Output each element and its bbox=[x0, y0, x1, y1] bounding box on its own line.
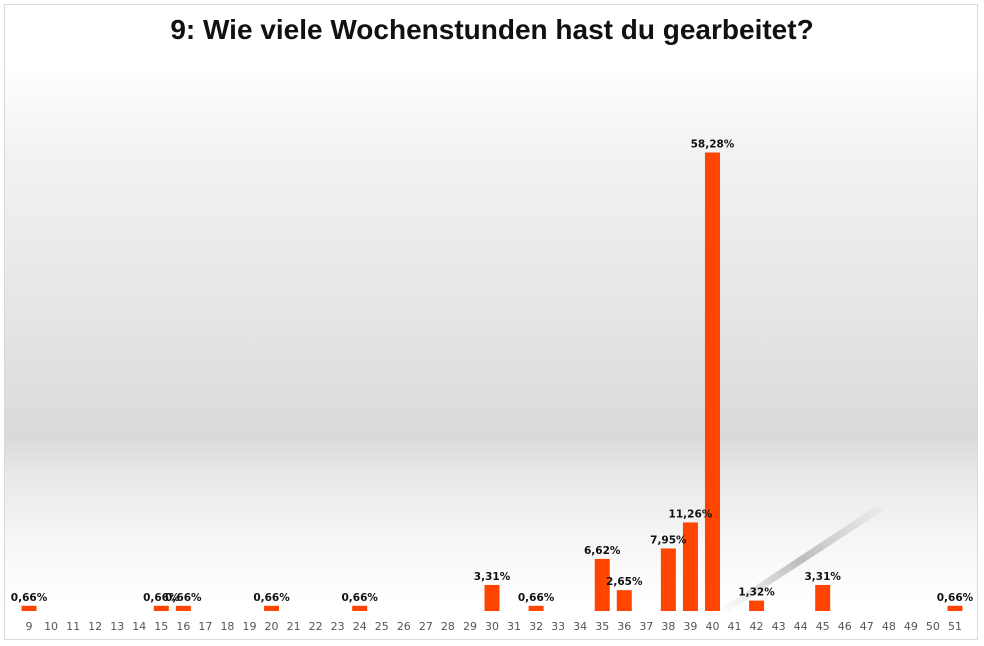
x-tick-label: 27 bbox=[419, 620, 433, 633]
bar-shadow bbox=[716, 506, 884, 612]
x-tick-label: 21 bbox=[287, 620, 301, 633]
x-tick-label: 11 bbox=[66, 620, 80, 633]
x-tick-label: 18 bbox=[220, 620, 234, 633]
x-axis-ticks: 9 10 11 12 13 14 15 16 17 18 19 20 21 22 23 24 25 26 27 28 2… bbox=[26, 620, 962, 633]
data-label: 6,62% bbox=[584, 545, 621, 557]
data-label: 2,65% bbox=[606, 576, 643, 588]
data-label: 58,28% bbox=[691, 139, 735, 151]
x-tick-label: 13 bbox=[110, 620, 124, 633]
data-label: 1,32% bbox=[738, 587, 775, 599]
bar-51 bbox=[947, 605, 963, 611]
data-label: 3,31% bbox=[804, 571, 841, 583]
x-tick-label: 20 bbox=[265, 620, 279, 633]
x-tick-label: 51 bbox=[948, 620, 962, 633]
x-tick-label: 37 bbox=[639, 620, 653, 633]
x-tick-label: 29 bbox=[463, 620, 477, 633]
data-label: 0,66% bbox=[11, 592, 48, 604]
x-tick-label: 25 bbox=[375, 620, 389, 633]
x-tick-label: 34 bbox=[573, 620, 587, 633]
bar-32 bbox=[528, 605, 544, 611]
bar-20 bbox=[264, 605, 280, 611]
data-label: 0,66% bbox=[518, 592, 555, 604]
x-tick-label: 10 bbox=[44, 620, 58, 633]
x-tick-label: 39 bbox=[683, 620, 697, 633]
x-tick-label: 41 bbox=[728, 620, 742, 633]
x-tick-label: 48 bbox=[882, 620, 896, 633]
bar-42 bbox=[749, 600, 765, 611]
x-tick-label: 15 bbox=[154, 620, 168, 633]
x-tick-label: 44 bbox=[794, 620, 808, 633]
x-tick-label: 30 bbox=[485, 620, 499, 633]
x-tick-label: 19 bbox=[242, 620, 256, 633]
data-label: 0,66% bbox=[143, 592, 180, 604]
x-tick-label: 38 bbox=[661, 620, 675, 633]
x-tick-label: 17 bbox=[198, 620, 212, 633]
bar-15 bbox=[153, 605, 169, 611]
x-tick-label: 24 bbox=[353, 620, 367, 633]
data-label: 0,66% bbox=[937, 592, 974, 604]
x-tick-label: 35 bbox=[595, 620, 609, 633]
x-tick-label: 46 bbox=[838, 620, 852, 633]
x-tick-label: 14 bbox=[132, 620, 146, 633]
x-tick-label: 36 bbox=[617, 620, 631, 633]
x-tick-label: 12 bbox=[88, 620, 102, 633]
x-tick-label: 23 bbox=[331, 620, 345, 633]
bar-35 bbox=[594, 558, 610, 611]
bar-9 bbox=[21, 605, 37, 611]
x-tick-label: 43 bbox=[772, 620, 786, 633]
data-label: 7,95% bbox=[650, 534, 687, 546]
x-tick-label: 22 bbox=[309, 620, 323, 633]
bar-45 bbox=[815, 584, 831, 611]
bar-39 bbox=[682, 522, 698, 611]
x-tick-label: 47 bbox=[860, 620, 874, 633]
data-label: 11,26% bbox=[669, 508, 713, 520]
bar-30 bbox=[484, 584, 500, 611]
x-tick-label: 9 bbox=[26, 620, 33, 633]
bar-36 bbox=[616, 590, 632, 611]
chart-frame bbox=[4, 4, 978, 640]
x-tick-label: 16 bbox=[176, 620, 190, 633]
bar-16 bbox=[175, 605, 191, 611]
x-tick-label: 28 bbox=[441, 620, 455, 633]
x-tick-label: 50 bbox=[926, 620, 940, 633]
bar-38 bbox=[660, 548, 676, 611]
x-tick-label: 31 bbox=[507, 620, 521, 633]
chart-title: 9: Wie viele Wochenstunden hast du gearb… bbox=[170, 14, 814, 45]
x-tick-label: 40 bbox=[705, 620, 719, 633]
x-tick-label: 26 bbox=[397, 620, 411, 633]
bar-24 bbox=[352, 605, 368, 611]
x-tick-label: 49 bbox=[904, 620, 918, 633]
data-label: 0,66% bbox=[253, 592, 290, 604]
x-tick-label: 32 bbox=[529, 620, 543, 633]
data-labels-layer: 0,66% 0,66%0,66% 0,66% 0,66%3,31%0,66%6,62%… bbox=[11, 139, 974, 604]
data-label: 3,31% bbox=[474, 571, 511, 583]
data-label: 0,66% bbox=[342, 592, 379, 604]
bars-layer bbox=[21, 152, 963, 611]
data-label: 0,66% bbox=[165, 592, 202, 604]
bar-40 bbox=[704, 152, 720, 611]
x-tick-label: 45 bbox=[816, 620, 830, 633]
x-tick-label: 42 bbox=[750, 620, 764, 633]
x-tick-label: 33 bbox=[551, 620, 565, 633]
